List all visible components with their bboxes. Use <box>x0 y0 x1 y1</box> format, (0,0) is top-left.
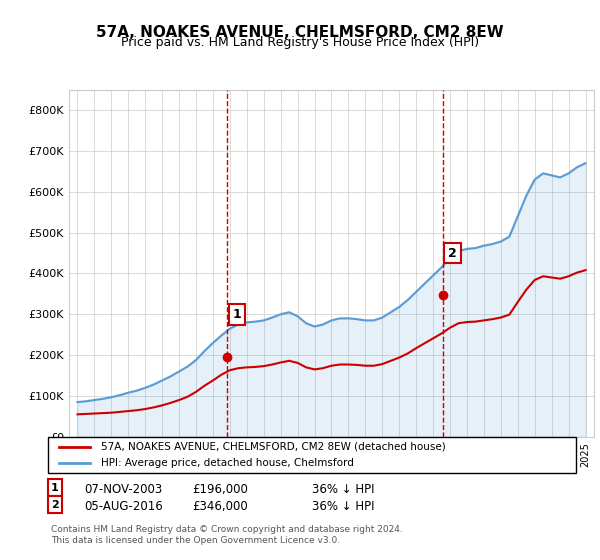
Text: 2: 2 <box>51 500 59 510</box>
Text: 1: 1 <box>232 308 241 321</box>
Text: Price paid vs. HM Land Registry's House Price Index (HPI): Price paid vs. HM Land Registry's House … <box>121 36 479 49</box>
Text: 05-AUG-2016: 05-AUG-2016 <box>84 500 163 512</box>
FancyBboxPatch shape <box>48 437 576 473</box>
Text: £346,000: £346,000 <box>192 500 248 512</box>
Text: 57A, NOAKES AVENUE, CHELMSFORD, CM2 8EW (detached house): 57A, NOAKES AVENUE, CHELMSFORD, CM2 8EW … <box>101 442 446 452</box>
Text: 1: 1 <box>51 483 59 493</box>
Text: 2: 2 <box>448 246 457 260</box>
Text: 57A, NOAKES AVENUE, CHELMSFORD, CM2 8EW: 57A, NOAKES AVENUE, CHELMSFORD, CM2 8EW <box>96 25 504 40</box>
Text: HPI: Average price, detached house, Chelmsford: HPI: Average price, detached house, Chel… <box>101 458 353 468</box>
Text: £196,000: £196,000 <box>192 483 248 496</box>
Text: 36% ↓ HPI: 36% ↓ HPI <box>312 500 374 512</box>
Text: Contains HM Land Registry data © Crown copyright and database right 2024.
This d: Contains HM Land Registry data © Crown c… <box>51 525 403 545</box>
Text: 07-NOV-2003: 07-NOV-2003 <box>84 483 162 496</box>
Text: 36% ↓ HPI: 36% ↓ HPI <box>312 483 374 496</box>
